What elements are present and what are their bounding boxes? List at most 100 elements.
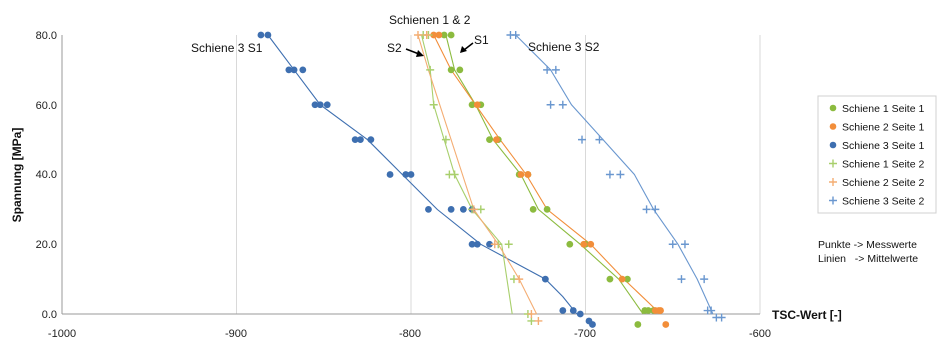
legend-marker: [829, 159, 837, 168]
data-point: [468, 101, 476, 109]
data-point: [700, 275, 709, 284]
data-point: [524, 171, 532, 178]
data-point: [311, 101, 319, 109]
legend-marker: [829, 196, 837, 205]
legend-marker: [829, 141, 837, 149]
series-line-3: [267, 34, 578, 315]
data-point: [559, 307, 567, 314]
gridlines: [236, 35, 761, 314]
data-point: [468, 240, 476, 248]
series-line-5: [417, 34, 538, 315]
legend-marker: [829, 104, 837, 112]
data-point: [490, 240, 499, 249]
data-point: [569, 307, 577, 314]
data-point: [299, 66, 307, 74]
x-tick-label: -1000: [48, 328, 76, 338]
data-point: [580, 240, 588, 248]
data-point: [527, 316, 536, 325]
annotations: Schienen 1 & 2 S1 S2 Schiene 3 S1 Schien…: [191, 13, 600, 57]
data-point: [605, 170, 614, 179]
x-tick-label: -800: [399, 328, 421, 338]
data-point: [402, 171, 410, 178]
data-point: [407, 171, 415, 178]
data-point: [634, 321, 642, 328]
data-point: [456, 66, 464, 74]
data-point: [541, 275, 549, 283]
data-point: [264, 31, 272, 39]
data-point: [445, 170, 454, 179]
data-point: [543, 205, 551, 213]
arrow-s2-head: [416, 50, 424, 57]
data-point: [440, 31, 448, 39]
data-points: [257, 31, 726, 328]
data-point: [517, 171, 525, 178]
x-tick-labels: -1000 -900 -800 -700 -600: [48, 328, 771, 338]
data-point: [680, 240, 689, 249]
series-line-6: [515, 34, 714, 315]
arrow-s1: [463, 42, 474, 51]
data-point: [587, 240, 595, 248]
y-axis-title: Spannung [MPa]: [10, 128, 24, 223]
note-mittelwerte: Linien -> Mittelwerte: [818, 253, 919, 265]
data-point: [504, 240, 513, 249]
data-point: [367, 136, 375, 144]
data-point: [642, 205, 651, 214]
y-tick-labels: 0.0 20.0 40.0 60.0 80.0: [36, 30, 57, 321]
note-messwerte: Punkte -> Messwerte: [818, 239, 917, 251]
data-point: [677, 275, 686, 284]
annotation-s2: S2: [387, 41, 402, 55]
data-point: [506, 31, 515, 39]
series-line-2: [433, 34, 661, 315]
data-point: [430, 31, 438, 39]
data-point: [558, 100, 567, 109]
x-axis-title: TSC-Wert [-]: [772, 308, 842, 322]
y-tick-label: 20.0: [36, 239, 57, 251]
data-point: [441, 135, 450, 144]
data-point: [435, 31, 443, 39]
data-point: [595, 135, 604, 144]
data-point: [576, 310, 584, 318]
data-point: [356, 136, 364, 144]
legend-label: Schiene 1 Seite 1: [842, 103, 924, 115]
plot-area: [61, 31, 761, 328]
legend-label: Schiene 3 Seite 1: [842, 140, 924, 152]
data-point: [422, 31, 431, 39]
data-point: [551, 65, 560, 74]
data-point: [668, 240, 677, 249]
data-point: [473, 101, 481, 109]
legend-label: Schiene 2 Seite 2: [842, 177, 924, 189]
arrow-s1-head: [460, 46, 467, 53]
data-point: [316, 101, 324, 109]
data-point: [351, 136, 359, 144]
data-point: [447, 66, 455, 74]
y-tick-label: 0.0: [42, 309, 57, 321]
data-point: [623, 275, 631, 283]
y-tick-label: 80.0: [36, 30, 57, 42]
data-point: [606, 275, 614, 283]
legend-label: Schiene 3 Seite 2: [842, 196, 924, 208]
data-point: [429, 100, 438, 109]
legend-marker: [829, 178, 837, 186]
arrow-s2: [405, 48, 420, 55]
mean-lines: [267, 34, 714, 315]
x-tick-label: -700: [574, 328, 596, 338]
data-point: [447, 205, 455, 213]
data-point: [534, 316, 543, 325]
legend: Schiene 1 Seite 1 Schiene 2 Seite 1 Schien…: [817, 95, 937, 214]
data-point: [257, 31, 265, 39]
annotation-schiene3-s2: Schiene 3 S2: [528, 40, 600, 54]
data-point: [543, 65, 552, 74]
data-point: [469, 205, 478, 214]
data-point: [486, 240, 493, 248]
annotation-s1: S1: [474, 33, 489, 47]
data-point: [703, 306, 712, 315]
data-point: [616, 170, 625, 179]
data-point: [578, 135, 587, 144]
data-point: [425, 205, 432, 213]
data-point: [459, 205, 467, 213]
data-point: [426, 65, 435, 74]
data-point: [476, 205, 485, 214]
data-point: [447, 31, 455, 39]
annotation-schienen-1-2: Schienen 1 & 2: [389, 13, 471, 27]
